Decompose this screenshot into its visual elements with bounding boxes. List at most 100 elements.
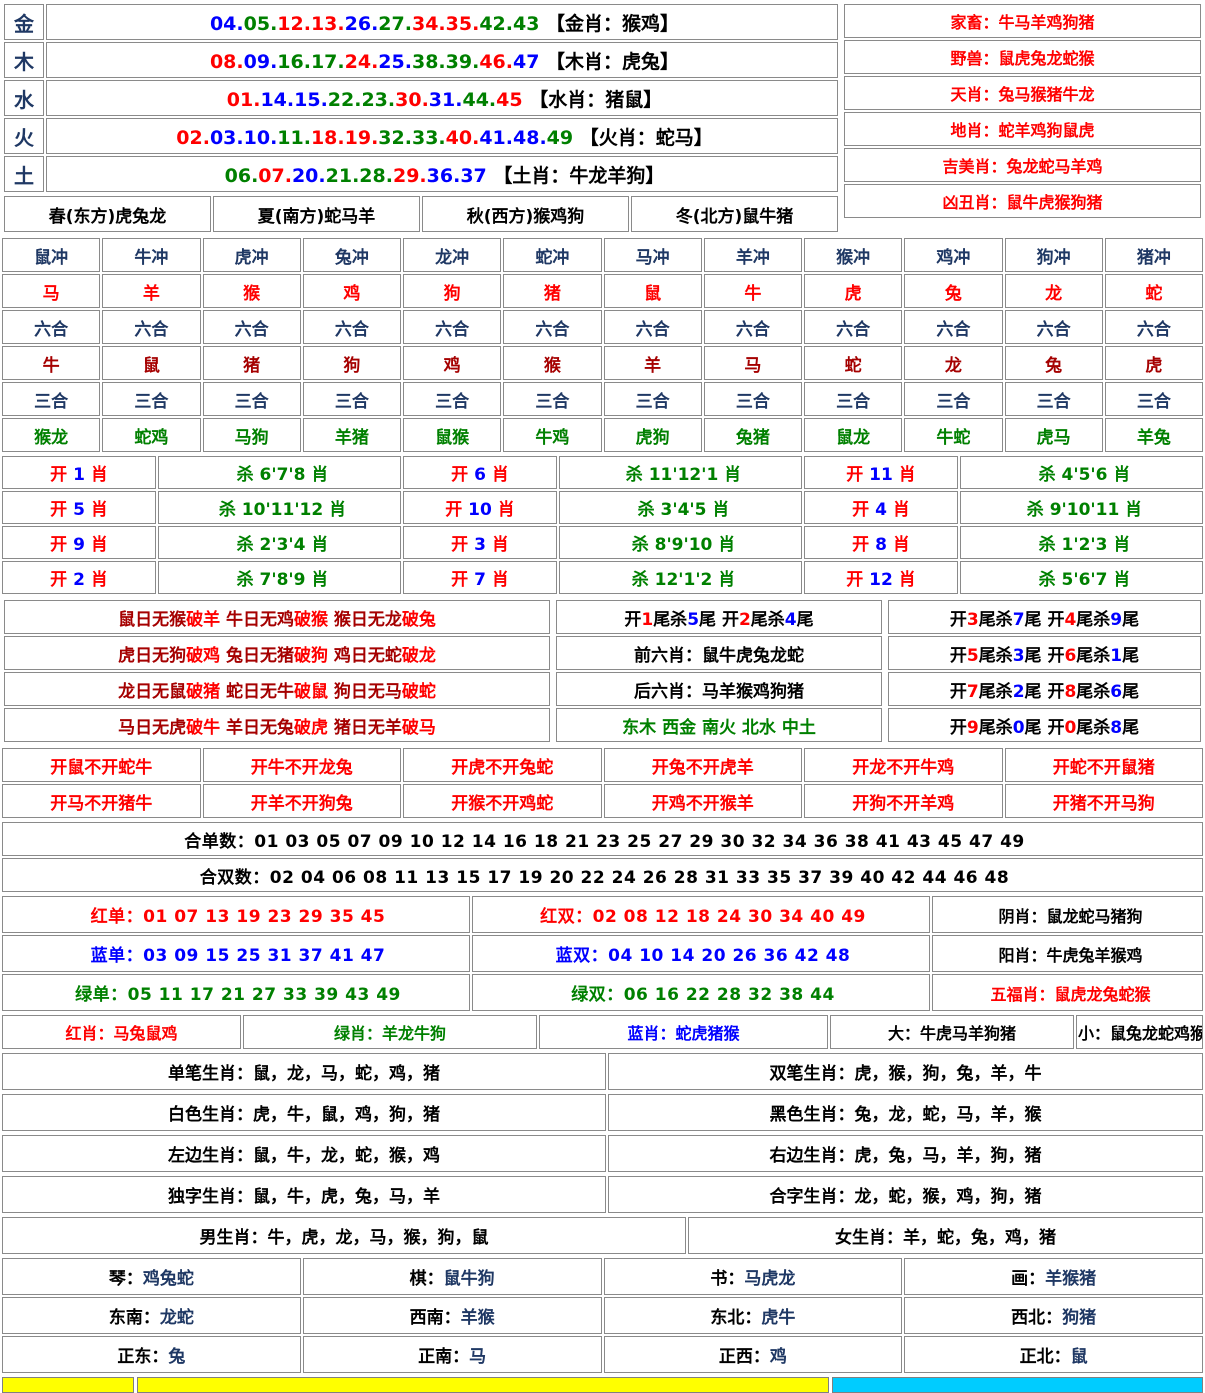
direction-row: 东南：龙蛇 西南：羊猴 东北：虎牛 西北：狗猪 (2, 1297, 1203, 1334)
dot: . (419, 164, 427, 187)
kai-sha-xiao-table: 开 1 肖杀 6'7'8 肖开 6 肖杀 11'12'1 肖开 11 肖杀 4'… (0, 454, 1205, 596)
wei-part: 1 (641, 609, 654, 630)
animal-groups-table: 家畜：牛马羊鸡狗猪 野兽：鼠虎兔龙蛇猴 天肖：兔马猴猪牛龙 地肖：蛇羊鸡狗鼠虎 吉美肖：… (842, 2, 1203, 220)
color-even-values: 06 16 22 28 32 38 44 (623, 985, 835, 1005)
direction-label: 西南： (409, 1308, 461, 1328)
element-number: 41 (479, 126, 506, 149)
liuhe-value-6: 羊 (603, 346, 702, 380)
kai-bu-kai-cell-5: 开猪不开马狗 (1004, 784, 1203, 818)
dot: . (421, 88, 429, 111)
seasons-row: 春(东方)虎兔龙 夏(南方)蛇马羊 秋(西方)猴鸡狗 冬(北方)鼠牛猪 (4, 196, 838, 232)
direction-value: 鸡 (769, 1347, 787, 1367)
wei-part: 尾 (1024, 717, 1048, 738)
ripo-row: 虎日无狗破鸡 兔日无猪破狗 鸡日无蛇破龙 (4, 636, 550, 670)
kai-number: 11 (863, 465, 899, 485)
ripo-part: 破牛 (186, 717, 221, 738)
zodiac-row: 猴龙 蛇鸡 马狗 羊猪 鼠猴 牛鸡 虎狗 兔猪 鼠龙 牛蛇 虎马 羊兔 (2, 418, 1203, 452)
liuhe-value-0: 牛 (2, 346, 101, 380)
ripo-part: 羊日无兔 (226, 717, 294, 738)
direction-value: 马虎龙 (744, 1269, 796, 1289)
ripo-part: 破兔 (401, 609, 436, 630)
sha-label-2: 杀 2'3'4 肖 (158, 526, 401, 559)
kai-bu-kai-cell-1: 开牛不开龙兔 (202, 748, 401, 782)
mid-row: 开1尾杀5尾 开2尾杀4尾 (556, 600, 882, 634)
chong-value-8: 虎 (804, 274, 903, 308)
kai-suffix: 肖 (898, 465, 916, 485)
element-number: 37 (460, 164, 487, 187)
kai-bu-kai-row: 开马不开猪牛 开羊不开狗兔 开猴不开鸡蛇 开鸡不开猴羊 开狗不开羊鸡 开猪不开马狗 (2, 784, 1203, 818)
mid-row: 后六肖：马羊猴鸡狗猪 (556, 672, 882, 706)
dot: . (202, 126, 210, 149)
wei-part: 尾 (796, 609, 814, 630)
liuhe-label-6: 六合 (603, 310, 702, 344)
element-number: 16 (277, 50, 304, 73)
xiao-color-cell-2: 蓝肖：蛇虎猪猴 (539, 1015, 828, 1049)
color-side-text: 阳肖：牛虎兔羊猴鸡 (998, 945, 1143, 965)
mid-row: 东木 西金 南火 北水 中土 (556, 708, 882, 742)
kai-prefix: 开 (50, 570, 68, 590)
direction-row: 琴：鸡兔蛇 棋：鼠牛狗 书：马虎龙 画：羊猴猪 (2, 1258, 1203, 1295)
season-cell-0: 春(东方)虎兔龙 (4, 196, 211, 232)
wei-part: 尾 (1024, 645, 1048, 666)
chong-label-3: 兔冲 (302, 238, 401, 272)
wei-part: 4 (784, 609, 797, 630)
dot: . (505, 50, 513, 73)
liuhe-value-1: 鼠 (102, 346, 201, 380)
element-number: 07 (258, 164, 285, 187)
wei-part: 开 (949, 681, 967, 702)
pairs-left-2: 左边生肖：鼠，牛，龙，蛇，猴，鸡 (2, 1135, 606, 1172)
kai-label-5: 开 10 肖 (403, 491, 557, 524)
xiao-color-cell-4: 小：鼠兔龙蛇鸡猴 (1076, 1015, 1203, 1049)
direction-label: 棋： (409, 1269, 444, 1289)
element-number: 45 (496, 88, 523, 111)
wei-part: 尾杀 (1076, 717, 1111, 738)
dot: . (472, 126, 480, 149)
element-number: 03 (209, 126, 237, 149)
kai-sha-row: 开 1 肖杀 6'7'8 肖开 6 肖杀 11'12'1 肖开 11 肖杀 4'… (2, 456, 1203, 489)
chong-label-0: 鼠冲 (2, 238, 101, 272)
direction-value: 马 (469, 1347, 487, 1367)
he-even-row: 合双数：02 04 06 08 11 13 15 17 19 20 22 24 … (2, 858, 1203, 892)
chong-value-3: 鸡 (302, 274, 401, 308)
direction-value: 鼠 (1070, 1347, 1088, 1367)
pairs-left-1: 白色生肖：虎，牛，鼠，鸡，狗，猪 (2, 1094, 606, 1131)
wei-sha-table: 开3尾杀7尾 开4尾杀9尾 开5尾杀3尾 开6尾杀1尾 开7尾杀2尾 开8尾杀6尾开… (886, 598, 1203, 744)
wei-part: 3 (966, 609, 979, 630)
kai-label-2: 开 9 肖 (2, 526, 156, 559)
element-number: 27 (378, 12, 405, 35)
element-number: 34 (411, 12, 439, 35)
wei-part: 2 (738, 609, 751, 630)
color-side-text: 阴肖：鼠龙蛇马猪狗 (998, 906, 1143, 926)
he-odd-label: 合单数： (184, 831, 255, 852)
kai-prefix: 开 (445, 500, 463, 520)
kai-label-6: 开 3 肖 (403, 526, 557, 559)
color-side-cell-0: 阴肖：鼠龙蛇马猪狗 (932, 896, 1203, 933)
color-odd-values: 01 07 13 19 23 29 35 45 (143, 907, 386, 927)
kai-label-4: 开 6 肖 (403, 456, 557, 489)
wei-part: 尾杀 (978, 609, 1013, 630)
wei-row: 开5尾杀3尾 开6尾杀1尾 (888, 636, 1201, 670)
sanhe-label-0: 三合 (2, 382, 101, 416)
mid-column-table: 开1尾杀5尾 开2尾杀4尾 前六肖：鼠牛虎兔龙蛇 后六肖：马羊猴鸡狗猪 东木 西金 南… (554, 598, 884, 744)
direction-cell-0-0: 琴：鸡兔蛇 (2, 1258, 301, 1295)
pairs-table-1: 白色生肖：虎，牛，鼠，鸡，狗，猪 黑色生肖：兔，龙，蛇，马，羊，猴 (0, 1092, 1205, 1133)
kai-suffix: 肖 (491, 465, 509, 485)
element-number: 18 (310, 126, 338, 149)
kai-bu-kai-cell-5: 开蛇不开鼠猪 (1004, 748, 1203, 782)
direction-cell-0-3: 画：羊猴猪 (904, 1258, 1203, 1295)
chong-label-8: 猴冲 (804, 238, 903, 272)
element-number: 29 (392, 164, 420, 187)
chong-label-7: 羊冲 (703, 238, 802, 272)
ripo-row: 鼠日无猴破羊 牛日无鸡破猴 猴日无龙破兔 (4, 600, 550, 634)
dot: . (438, 126, 446, 149)
color-even-label: 红双： (540, 907, 593, 927)
mid-text: 后六肖：马羊猴鸡狗猪 (634, 681, 804, 702)
sanhe-value-3: 羊猪 (302, 418, 401, 452)
direction-value: 虎牛 (761, 1308, 796, 1328)
mid-cell-1: 前六肖：鼠牛虎兔龙蛇 (556, 636, 882, 670)
element-number: 44 (462, 88, 489, 111)
liuhe-label-2: 六合 (202, 310, 301, 344)
direction-label: 西北： (1011, 1308, 1063, 1328)
animal-group-4: 吉美肖：兔龙蛇马羊鸡 (844, 148, 1201, 182)
wei-part: 1 (1110, 645, 1123, 666)
